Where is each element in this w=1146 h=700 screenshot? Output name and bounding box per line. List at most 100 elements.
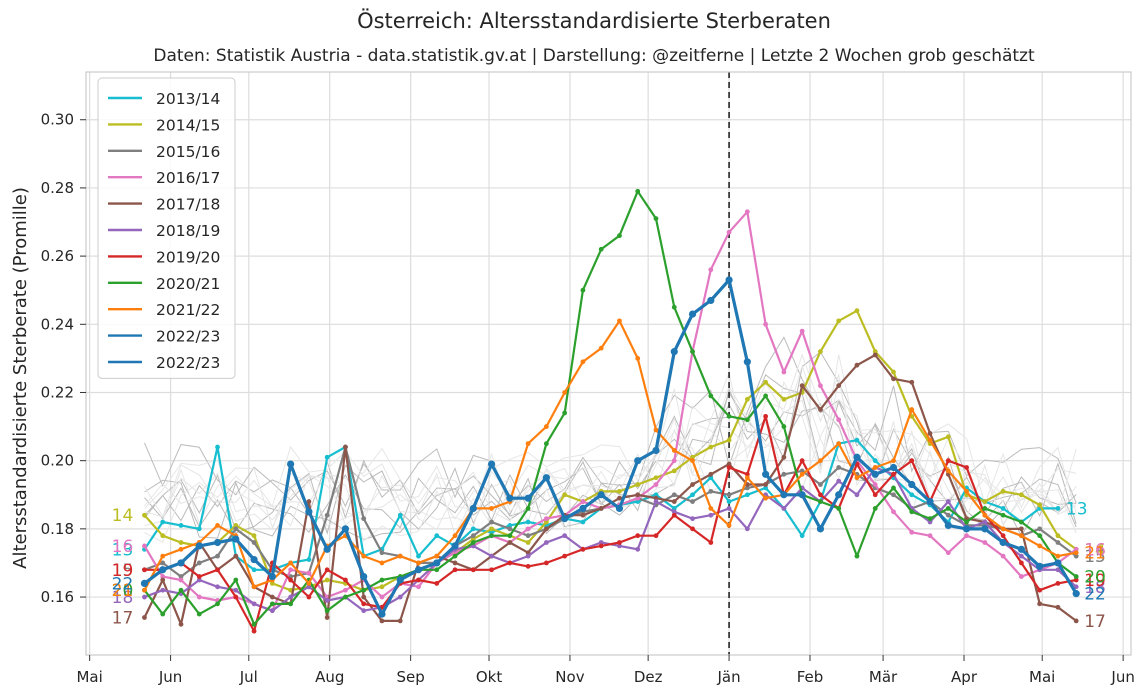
data-point [160, 574, 166, 579]
background-series-line [144, 336, 1077, 508]
data-point [160, 577, 166, 583]
x-tick-label: Jun [1110, 668, 1134, 686]
data-point [470, 533, 476, 539]
data-point [306, 557, 312, 562]
data-point [160, 553, 166, 559]
data-point [215, 584, 220, 590]
data-point [909, 407, 915, 412]
data-point [160, 611, 166, 617]
data-point [562, 390, 568, 395]
data-point [1037, 587, 1043, 593]
data-point [598, 543, 604, 549]
data-point [142, 567, 147, 573]
data-point [909, 458, 915, 464]
data-point [1018, 519, 1024, 525]
series-2019-20 [142, 413, 1079, 634]
data-point [543, 560, 549, 566]
data-point [341, 525, 350, 533]
data-point [708, 512, 714, 518]
data-point [288, 567, 294, 573]
series-2016-17 [142, 209, 1079, 614]
data-point [215, 444, 220, 450]
series-end-label: 18 [1084, 578, 1106, 598]
data-point [617, 318, 622, 324]
x-tick-label: Sep [397, 668, 425, 686]
data-point [233, 594, 239, 600]
x-tick-label: Dez [634, 668, 663, 686]
data-point [726, 461, 732, 467]
y-tick-label: 0.18 [41, 520, 74, 538]
data-point [781, 471, 787, 477]
data-point [853, 453, 861, 461]
data-point [671, 512, 677, 518]
data-point [635, 546, 641, 552]
data-point [799, 383, 805, 389]
data-point [489, 529, 494, 535]
data-point [598, 246, 604, 252]
data-point [324, 567, 330, 573]
data-point [726, 492, 732, 498]
data-point [799, 471, 805, 477]
data-point [397, 594, 403, 600]
data-point [434, 553, 440, 559]
data-point [670, 347, 678, 356]
x-axis: Mai Jun Jul Aug Sep Okt Nov Dez Jän Feb Mär Apr Mai J… [76, 655, 1135, 686]
data-point [489, 526, 494, 532]
data-point [872, 352, 878, 358]
data-point [945, 550, 951, 556]
data-point [671, 448, 677, 453]
data-point [690, 482, 695, 487]
data-point [635, 499, 641, 504]
data-point [945, 434, 951, 440]
data-point [982, 499, 988, 504]
y-tick-label: 0.24 [41, 315, 74, 333]
data-point [196, 574, 202, 579]
data-point [580, 499, 586, 504]
data-point [744, 209, 750, 215]
data-point [634, 457, 642, 465]
data-point [763, 393, 769, 399]
data-point [142, 543, 147, 549]
data-point [361, 608, 367, 614]
data-point [891, 376, 896, 382]
data-point [617, 488, 622, 494]
data-point [781, 369, 787, 375]
data-point [269, 581, 275, 586]
data-point [579, 504, 587, 512]
data-point [268, 572, 276, 581]
data-point [945, 505, 951, 511]
data-point [872, 458, 878, 464]
data-point [1018, 574, 1024, 579]
series-line [144, 415, 1077, 633]
data-point [451, 542, 459, 550]
data-point [744, 417, 750, 423]
data-point [1055, 581, 1061, 586]
data-point [652, 446, 660, 455]
data-point [397, 553, 403, 559]
data-point [597, 491, 605, 499]
series-start-label: 20 [112, 581, 134, 601]
data-point [489, 505, 494, 511]
data-point [690, 492, 695, 498]
data-point [799, 458, 805, 464]
legend-label: 2022/23 [156, 354, 220, 372]
data-point [160, 560, 166, 566]
data-point [232, 535, 240, 543]
data-point [818, 349, 823, 354]
series-start-label: 15 [112, 561, 134, 581]
data-point [635, 533, 641, 539]
data-point [872, 465, 878, 470]
data-point [1073, 553, 1079, 559]
data-point [416, 560, 421, 566]
data-point [1000, 526, 1006, 532]
legend-label: 2014/15 [156, 116, 220, 134]
data-point [854, 475, 860, 481]
data-point [598, 505, 604, 511]
data-point [196, 577, 202, 583]
data-point [854, 553, 860, 559]
series-start-label: 22 [112, 574, 134, 594]
data-point [160, 533, 166, 539]
data-point [1072, 590, 1080, 598]
data-point [215, 601, 220, 607]
data-point [525, 533, 531, 539]
